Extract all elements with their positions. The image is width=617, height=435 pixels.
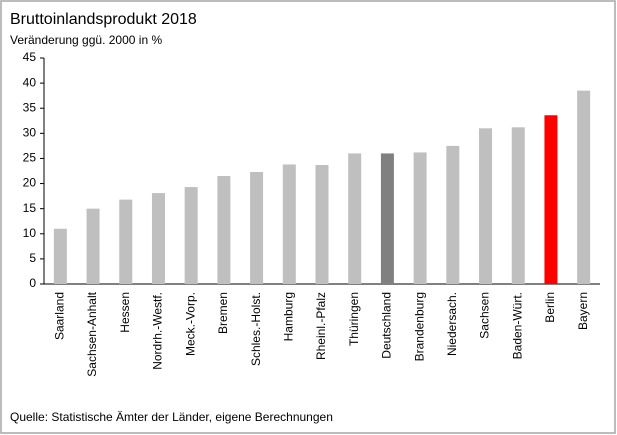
bar — [250, 172, 264, 284]
y-tick-label: 25 — [23, 151, 37, 165]
bar — [446, 145, 460, 284]
x-tick-label: Niedersach. — [445, 292, 459, 356]
x-tick-label: Hessen — [118, 292, 132, 333]
bar — [217, 176, 231, 284]
y-tick-label: 45 — [23, 50, 37, 64]
x-tick-label: Berlin — [543, 292, 557, 323]
bar — [315, 164, 329, 284]
x-tick-label: Rheinl.-Pfalz — [314, 292, 328, 360]
x-tick-label: Brandenburg — [412, 292, 426, 361]
x-tick-label: Bayern — [576, 292, 590, 330]
bar — [53, 228, 67, 284]
bar — [282, 164, 296, 284]
x-tick-label: Schles.-Holst. — [249, 292, 263, 366]
source-note: Quelle: Statistische Ämter der Länder, e… — [10, 410, 333, 424]
chart-title: Bruttoinlandsprodukt 2018 — [10, 11, 197, 28]
bar — [151, 193, 165, 284]
bar — [119, 199, 133, 284]
x-tick-label: Baden-Würt. — [510, 292, 524, 359]
y-tick-label: 0 — [29, 276, 36, 290]
y-tick-label: 30 — [23, 126, 37, 140]
x-tick-label: Saarland — [53, 292, 67, 340]
x-tick-label: Nordrh.-Westf. — [151, 292, 165, 370]
bar — [544, 115, 558, 285]
x-tick-label: Deutschland — [380, 292, 394, 359]
x-tick-label: Sachsen — [478, 292, 492, 339]
bar — [184, 187, 198, 284]
bar — [511, 127, 525, 284]
y-tick-label: 20 — [23, 176, 37, 190]
y-tick-label: 10 — [23, 226, 37, 240]
y-tick-label: 15 — [23, 201, 37, 215]
x-tick-label: Meck.-Vorp. — [183, 292, 197, 356]
x-tick-label: Hamburg — [281, 292, 295, 341]
bar — [413, 152, 427, 284]
x-tick-label: Sachsen-Anhalt — [85, 291, 99, 376]
x-tick-label: Thüringen — [347, 292, 361, 346]
y-tick-label: 40 — [23, 75, 37, 89]
x-tick-label: Bremen — [216, 292, 230, 334]
bar — [479, 128, 493, 284]
y-tick-label: 5 — [29, 251, 36, 265]
bar — [86, 208, 100, 284]
bar — [348, 153, 362, 284]
bar — [380, 153, 394, 284]
chart-subtitle: Veränderung ggü. 2000 in % — [10, 33, 162, 47]
bar — [577, 90, 591, 285]
y-tick-label: 35 — [23, 100, 37, 114]
